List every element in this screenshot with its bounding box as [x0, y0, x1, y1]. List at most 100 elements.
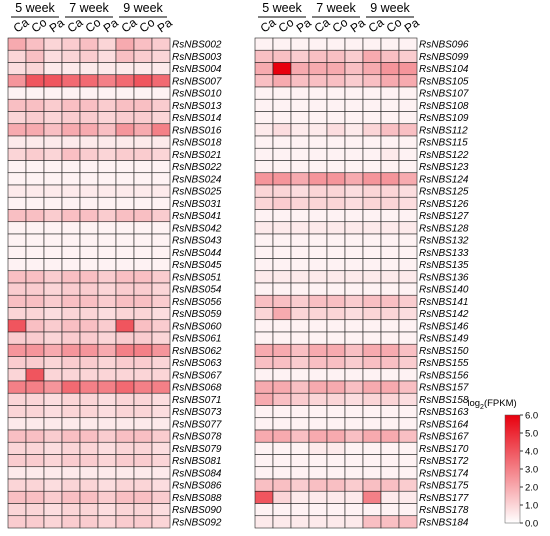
- row-label: RsNBS105: [419, 76, 469, 87]
- heatmap-cell: [398, 147, 418, 161]
- heatmap-cell: [380, 515, 400, 529]
- heatmap-cell: [115, 417, 135, 431]
- heatmap-cell: [151, 258, 171, 272]
- heatmap-cell: [290, 392, 310, 406]
- heatmap-cell: [151, 147, 171, 161]
- row-label: RsNBS042: [172, 223, 222, 234]
- heatmap-cell: [79, 270, 99, 284]
- row-label: RsNBS109: [419, 113, 469, 124]
- heatmap-cell: [97, 37, 117, 51]
- heatmap-cell: [254, 441, 274, 455]
- heatmap-cell: [97, 135, 117, 149]
- heatmap-cell: [254, 98, 274, 112]
- heatmap-cell: [151, 209, 171, 223]
- heatmap-cell: [7, 74, 27, 88]
- heatmap-cell: [380, 37, 400, 51]
- heatmap-cell: [254, 319, 274, 333]
- heatmap-cell: [133, 478, 153, 492]
- legend-tick-label: 4.0: [525, 447, 538, 458]
- heatmap-cell: [61, 294, 81, 308]
- heatmap-cell: [362, 184, 382, 198]
- heatmap-cell: [344, 490, 364, 504]
- row-label: RsNBS056: [172, 297, 222, 308]
- heatmap-cell: [25, 478, 45, 492]
- heatmap-cell: [151, 245, 171, 259]
- heatmap-cell: [254, 258, 274, 272]
- heatmap-cell: [79, 478, 99, 492]
- heatmap-cell: [115, 515, 135, 529]
- row-label: RsNBS059: [172, 309, 222, 320]
- heatmap-cell: [133, 135, 153, 149]
- heatmap-cell: [398, 294, 418, 308]
- heatmap-cell: [151, 62, 171, 76]
- heatmap-cell: [151, 135, 171, 149]
- heatmap-cell: [7, 221, 27, 235]
- heatmap-cell: [290, 503, 310, 517]
- heatmap-cell: [326, 417, 346, 431]
- heatmap-cell: [398, 270, 418, 284]
- heatmap-cell: [79, 503, 99, 517]
- heatmap-cell: [344, 86, 364, 100]
- heatmap-cell: [362, 147, 382, 161]
- heatmap-cell: [97, 147, 117, 161]
- heatmap-cell: [272, 331, 292, 345]
- heatmap-cell: [61, 356, 81, 370]
- heatmap-cell: [254, 503, 274, 517]
- heatmap-cell: [133, 417, 153, 431]
- row-label: RsNBS041: [172, 211, 221, 222]
- heatmap-cell: [43, 111, 63, 125]
- heatmap-cell: [362, 86, 382, 100]
- heatmap-cell: [133, 282, 153, 296]
- heatmap-cell: [308, 135, 328, 149]
- heatmap-cell: [398, 49, 418, 63]
- heatmap-cell: [7, 368, 27, 382]
- heatmap-cell: [308, 478, 328, 492]
- row-label: RsNBS108: [419, 101, 469, 112]
- heatmap-cell: [308, 331, 328, 345]
- heatmap-cell: [7, 98, 27, 112]
- heatmap-cell: [25, 209, 45, 223]
- heatmap-cell: [133, 331, 153, 345]
- heatmap-cell: [362, 74, 382, 88]
- heatmap-cell: [97, 233, 117, 247]
- heatmap-cell: [326, 478, 346, 492]
- heatmap-cell: [115, 86, 135, 100]
- row-label: RsNBS031: [172, 199, 221, 210]
- heatmap-cell: [97, 111, 117, 125]
- heatmap-cell: [133, 123, 153, 137]
- heatmap-cell: [25, 160, 45, 174]
- heatmap-cell: [254, 307, 274, 321]
- heatmap-cell: [133, 209, 153, 223]
- heatmap-cell: [254, 294, 274, 308]
- heatmap-cell: [43, 196, 63, 210]
- heatmap-cell: [362, 515, 382, 529]
- legend-tick-label: 3.0: [525, 465, 538, 476]
- heatmap-cell: [308, 258, 328, 272]
- heatmap-cell: [290, 331, 310, 345]
- heatmap-cell: [398, 184, 418, 198]
- heatmap-cell: [97, 368, 117, 382]
- heatmap-cell: [133, 294, 153, 308]
- heatmap-cell: [79, 147, 99, 161]
- row-label: RsNBS163: [419, 407, 469, 418]
- row-label: RsNBS167: [419, 432, 469, 443]
- heatmap-cell: [290, 245, 310, 259]
- heatmap-cell: [133, 454, 153, 468]
- heatmap-cell: [380, 74, 400, 88]
- legend-ticks: 6.0 5.0 4.0 3.0 2.0 1.0 0.0: [520, 411, 538, 530]
- heatmap-cell: [272, 380, 292, 394]
- heatmap-cell: [272, 62, 292, 76]
- row-label: RsNBS122: [419, 150, 469, 161]
- heatmap-cell: [326, 405, 346, 419]
- heatmap-cell: [326, 62, 346, 76]
- heatmap-cell: [79, 245, 99, 259]
- heatmap-cell: [151, 331, 171, 345]
- heatmap-cell: [362, 111, 382, 125]
- heatmap-cell: [254, 135, 274, 149]
- row-label: RsNBS063: [172, 358, 222, 369]
- heatmap-cell: [362, 307, 382, 321]
- heatmap-cell: [43, 331, 63, 345]
- heatmap-cell: [362, 441, 382, 455]
- row-label: RsNBS112: [419, 125, 468, 136]
- heatmap-cell: [79, 282, 99, 296]
